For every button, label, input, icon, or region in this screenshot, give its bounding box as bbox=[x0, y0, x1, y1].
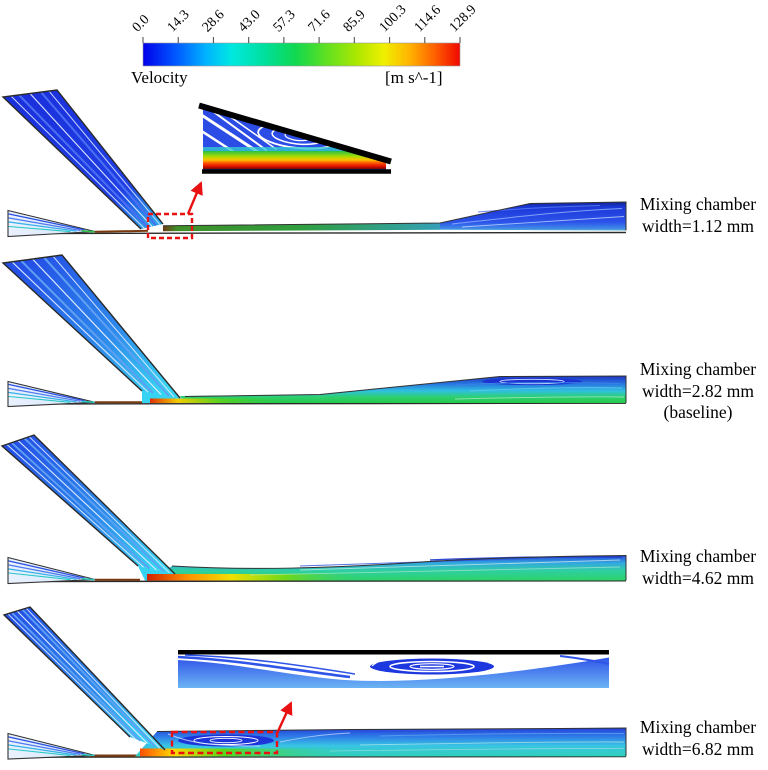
nozzle-2 bbox=[3, 255, 180, 398]
zoom-arrow-4 bbox=[275, 701, 293, 735]
colorbar-gradient bbox=[142, 42, 461, 67]
throat-line bbox=[94, 229, 149, 233]
panel-1-label: Mixing chamber width=1.12 mm bbox=[639, 194, 757, 236]
colorbar-title: Velocity bbox=[131, 68, 188, 87]
colorbar-ticks bbox=[142, 37, 461, 43]
bottom-wall bbox=[7, 580, 627, 583]
zoom-region-box-4 bbox=[170, 730, 279, 755]
panel-1-flow bbox=[1, 89, 627, 238]
mixing-channel-1 bbox=[163, 223, 440, 232]
colorbar bbox=[142, 37, 461, 67]
zoom-arrow-1 bbox=[186, 181, 203, 215]
colorbar-units: [m s^-1] bbox=[385, 68, 443, 87]
panel-3-flow bbox=[0, 434, 627, 585]
inset-velocity-band bbox=[203, 151, 386, 169]
panel-2-label: Mixing chamber width=2.82 mm (baseline) bbox=[639, 359, 757, 422]
inset-top-wall bbox=[198, 102, 392, 165]
panel-4-label: Mixing chamber width=6.82 mm bbox=[639, 717, 757, 759]
panel-3-label: Mixing chamber width=4.62 mm bbox=[639, 546, 757, 588]
diffuser-1 bbox=[440, 202, 626, 231]
bottom-wall bbox=[7, 231, 627, 235]
panel-1-inset bbox=[198, 102, 392, 174]
zoom-region-box-1 bbox=[146, 212, 194, 240]
bottom-wall bbox=[7, 755, 627, 758]
panel-1-zoom-annotation bbox=[146, 181, 203, 240]
panel-4-flow bbox=[2, 606, 627, 760]
panel-4-zoom-annotation bbox=[170, 701, 293, 755]
inset-top-wall bbox=[178, 650, 609, 655]
panel-4-inset bbox=[177, 650, 610, 688]
bottom-wall bbox=[7, 402, 627, 405]
panel-2-flow bbox=[1, 254, 627, 408]
inset-velocity-band bbox=[178, 657, 609, 688]
nozzle-3 bbox=[2, 435, 175, 574]
